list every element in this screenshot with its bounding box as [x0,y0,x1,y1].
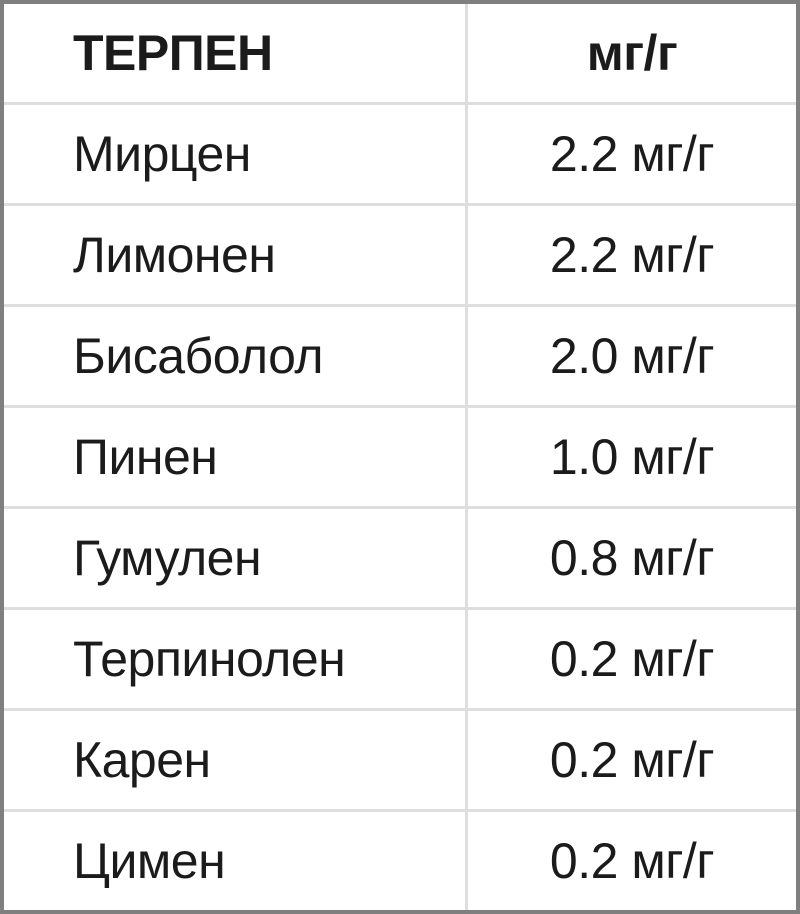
amount-cell: 2.2 мг/г [468,105,796,203]
terpene-name-cell: Пинен [4,408,465,506]
terpene-name-cell: Карен [4,711,465,809]
header-cell-amount: мг/г [468,4,796,102]
terpene-name-cell: Мирцен [4,105,465,203]
terpene-name-cell: Бисаболол [4,307,465,405]
amount-cell: 0.2 мг/г [468,711,796,809]
amount-cell: 0.2 мг/г [468,610,796,708]
terpene-name-cell: Гумулен [4,509,465,607]
amount-cell: 1.0 мг/г [468,408,796,506]
amount-cell: 0.2 мг/г [468,812,796,910]
terpene-name-cell: Цимен [4,812,465,910]
terpene-name-cell: Терпинолен [4,610,465,708]
terpene-name-cell: Лимонен [4,206,465,304]
amount-cell: 0.8 мг/г [468,509,796,607]
amount-cell: 2.0 мг/г [468,307,796,405]
header-cell-terpene: ТЕРПЕН [4,4,465,102]
amount-cell: 2.2 мг/г [468,206,796,304]
